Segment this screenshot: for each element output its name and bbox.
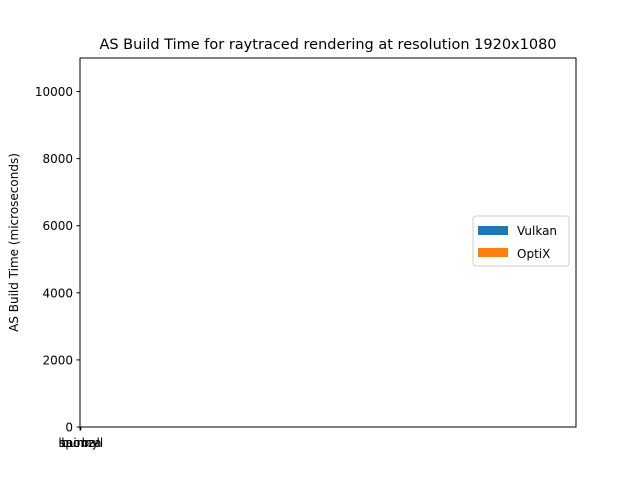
x-tick-label-hairball: hairball xyxy=(58,436,103,450)
y-tick-label: 6000 xyxy=(42,219,73,233)
chart-title: AS Build Time for raytraced rendering at… xyxy=(99,37,556,53)
y-axis-label: AS Build Time (microseconds) xyxy=(7,153,21,332)
legend-label-vulkan: Vulkan xyxy=(517,224,557,238)
legend-swatch-optix xyxy=(478,248,508,257)
y-tick-label: 0 xyxy=(65,421,73,435)
y-tick-label: 2000 xyxy=(42,353,73,367)
y-tick-label: 8000 xyxy=(42,152,73,166)
legend-swatch-vulkan xyxy=(478,226,508,235)
legend-label-optix: OptiX xyxy=(517,247,550,261)
legend: Vulkan OptiX xyxy=(472,215,570,267)
plot-frame xyxy=(79,57,577,428)
y-tick-label: 4000 xyxy=(42,286,73,300)
x-tick-label-bunny: bunny xyxy=(61,436,99,450)
x-tick-label-sponza: sponza xyxy=(59,436,101,450)
y-axis-ticks: 0 2000 4000 6000 8000 10000 xyxy=(35,85,80,435)
y-tick-label: 10000 xyxy=(35,85,73,99)
